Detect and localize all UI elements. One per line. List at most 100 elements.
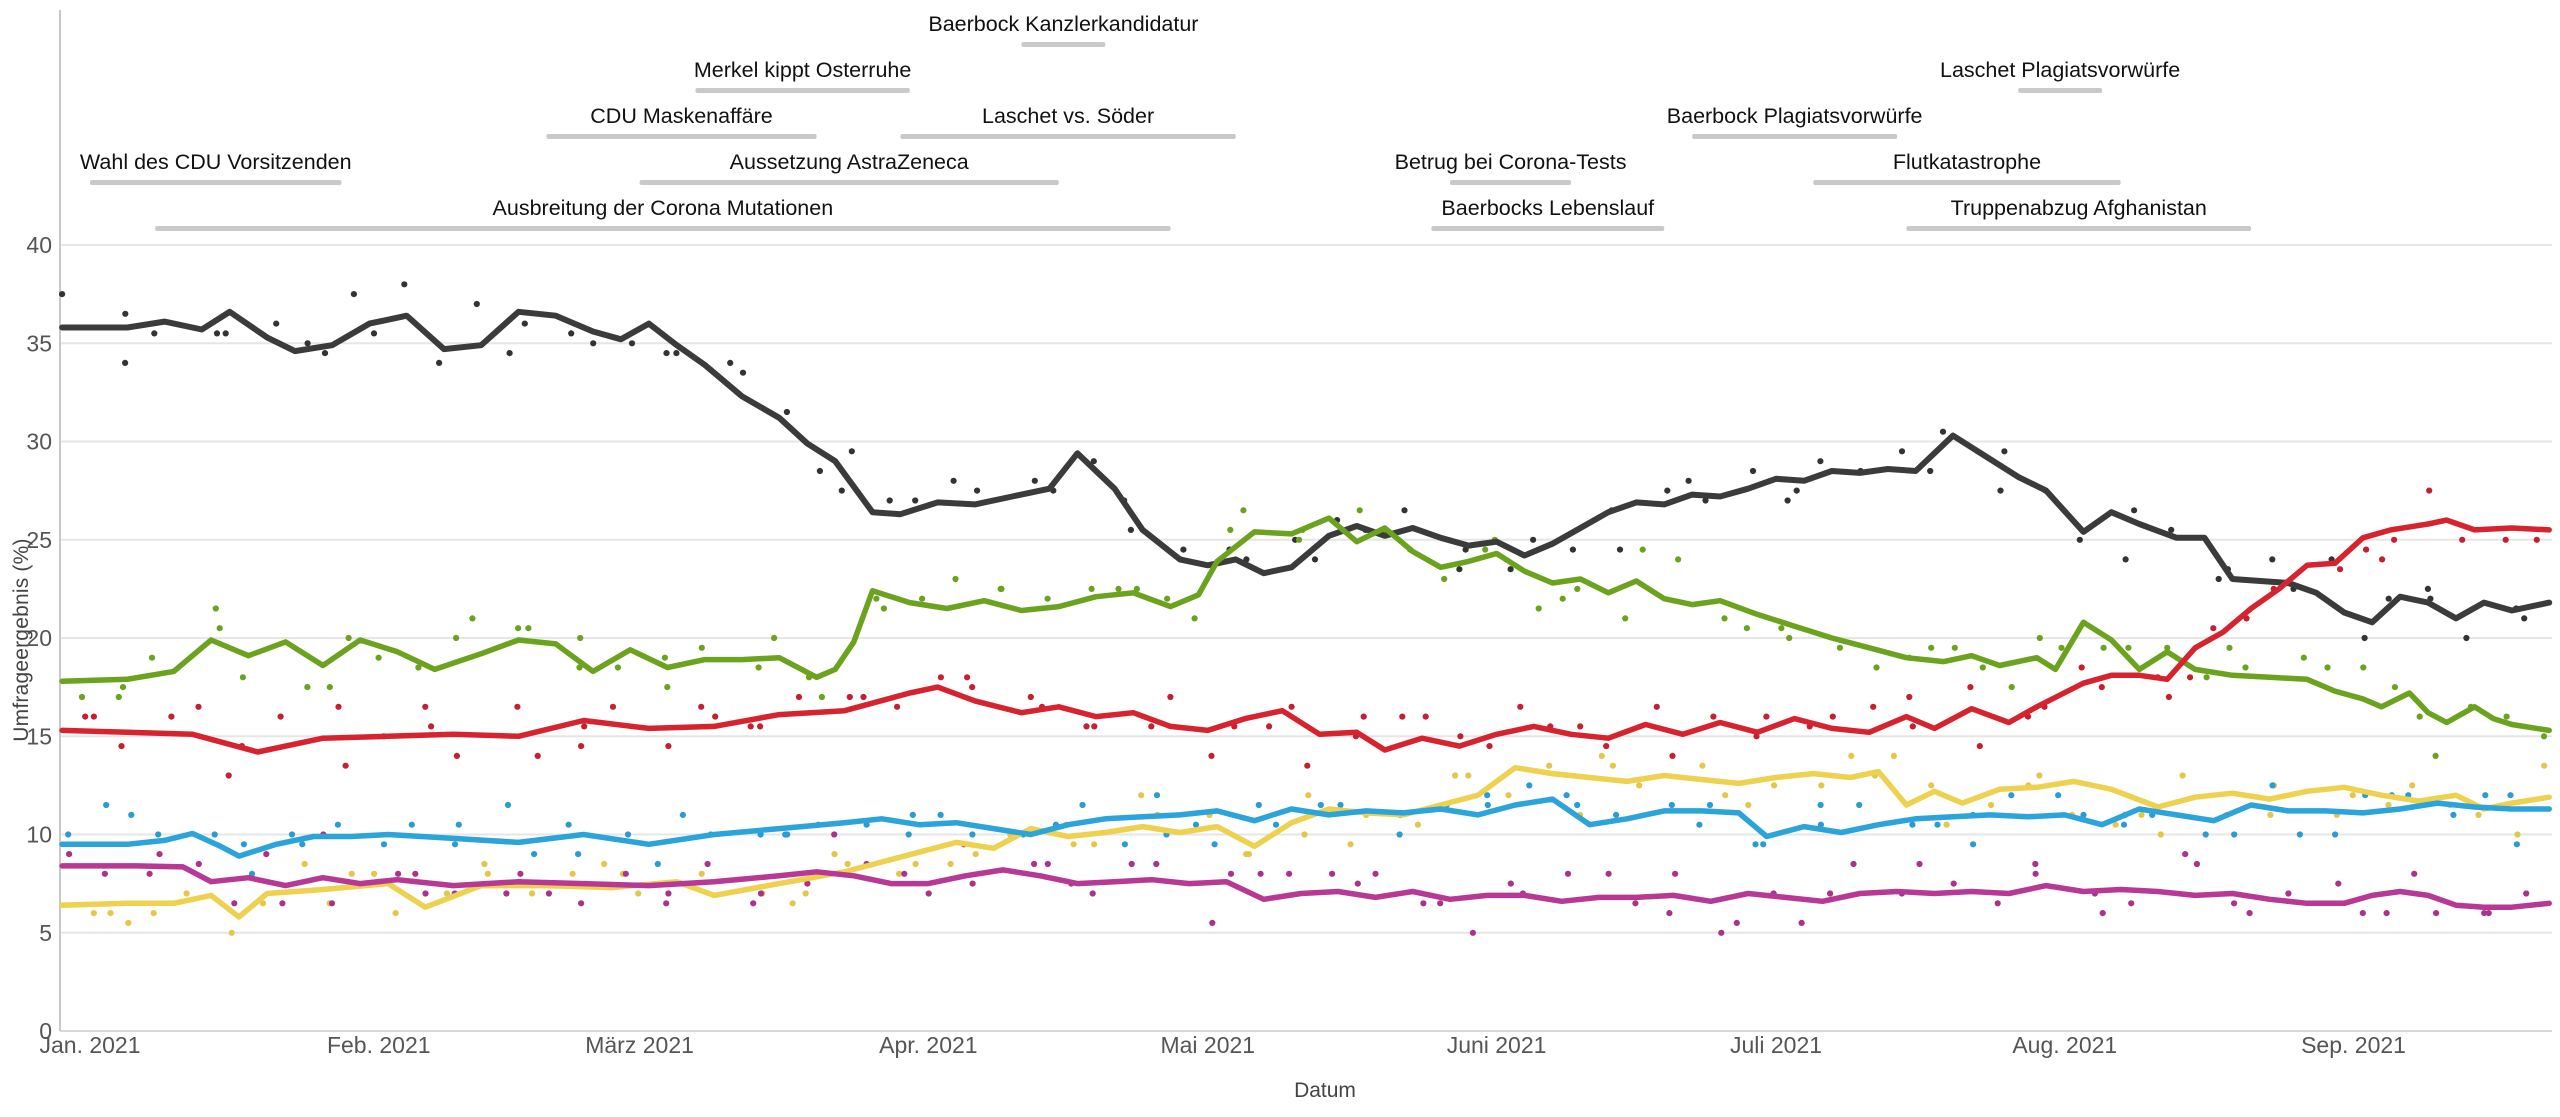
poll-dot [1786, 634, 1793, 642]
poll-dot [2231, 900, 2238, 907]
poll-dot [1530, 536, 1537, 543]
poll-dot [155, 831, 162, 838]
poll-dot [225, 772, 232, 779]
poll-dot [299, 841, 306, 848]
poll-dot [2036, 634, 2043, 642]
poll-dot [974, 487, 981, 494]
y-tick-label: 30 [26, 429, 52, 455]
poll-dot [2120, 821, 2128, 828]
poll-dot [370, 330, 378, 337]
poll-dot [912, 860, 919, 868]
y-tick-label: 15 [26, 723, 52, 749]
poll-dot [350, 291, 357, 298]
blue-line [59, 796, 2552, 859]
poll-dot [2128, 900, 2135, 907]
poll-dot [704, 860, 711, 868]
event-label: Laschet vs. Söder [982, 104, 1154, 128]
poll-dot [698, 703, 705, 710]
poll-dot [1484, 801, 1491, 809]
poll-dot [2481, 910, 2488, 917]
poll-dot [90, 910, 97, 917]
poll-dot [2416, 713, 2423, 720]
poll-dot [2001, 448, 2008, 455]
trend-lines [59, 308, 2553, 920]
poll-dot [156, 851, 163, 858]
poll-dot [146, 870, 153, 877]
poll-dot [1605, 870, 1612, 877]
poll-dot [107, 910, 114, 917]
poll-dot [1091, 841, 1098, 848]
poll-dot [506, 350, 513, 357]
poll-dot [2032, 860, 2039, 868]
poll-dot [665, 743, 672, 750]
poll-dot [901, 870, 908, 877]
event-annotation: Ausbreitung der Corona Mutationen [155, 196, 1171, 231]
poll-dot [380, 841, 388, 848]
poll-dot [1138, 792, 1145, 799]
poll-dot [2433, 910, 2440, 917]
poll-dot [103, 801, 110, 809]
poll-dot [1699, 762, 1706, 769]
poll-dot [1778, 625, 1785, 632]
poll-dot [2359, 910, 2366, 917]
poll-dot [1227, 526, 1234, 534]
poll-dot [614, 664, 622, 671]
poll-dot [428, 723, 435, 730]
poll-dot [2361, 634, 2368, 642]
poll-dot [846, 693, 853, 701]
poll-dot [1702, 497, 1709, 504]
poll-dot [2482, 792, 2489, 799]
poll-dot [2168, 526, 2175, 534]
poll-dot [831, 851, 838, 858]
poll-dot [66, 851, 73, 858]
poll-dot [1818, 782, 1825, 789]
poll-dot [1452, 772, 1459, 779]
poll-dot [1672, 870, 1679, 877]
poll-dot [90, 713, 97, 720]
poll-dot [2242, 664, 2249, 671]
poll-dot [2080, 811, 2087, 819]
poll-dot [1928, 782, 1935, 789]
poll-dot [2058, 644, 2065, 651]
poll-dot [1574, 801, 1581, 809]
poll-dot [517, 870, 524, 877]
poll-dot [503, 890, 510, 897]
event-annotation: Truppenabzug Afghanistan [1906, 196, 2252, 231]
poll-dot [1180, 546, 1187, 553]
poll-dot [119, 684, 127, 691]
poll-dot [222, 330, 229, 337]
poll-dot [2450, 811, 2457, 819]
gridlines: 0 5 10 15 20 25 30 35 40 [26, 232, 2552, 1044]
yellow-line-dots [90, 752, 2548, 936]
poll-dot [1211, 841, 1218, 848]
poll-dot [1817, 801, 1824, 809]
event-duration-bar [546, 134, 817, 139]
poll-dot [698, 870, 705, 877]
event-label: Ausbreitung der Corona Mutationen [493, 196, 834, 220]
poll-dot [1288, 703, 1295, 710]
poll-dot [528, 890, 536, 897]
poll-dot [1089, 890, 1096, 897]
poll-dot [905, 831, 912, 838]
poll-dot [1827, 890, 1834, 897]
poll-dot [937, 674, 945, 681]
poll-dot [844, 860, 851, 868]
poll-dot [1563, 792, 1570, 799]
poll-dot [575, 851, 582, 858]
poll-dot [578, 900, 585, 907]
poll-dot [1079, 801, 1086, 809]
x-tick-label: Juni 2021 [1447, 1032, 1547, 1058]
poll-dot [2285, 890, 2292, 897]
poll-dot [1613, 811, 1620, 819]
poll-dot [1632, 900, 1639, 907]
poll-dot [2541, 762, 2548, 769]
poll-dot [415, 664, 422, 671]
poll-dot [122, 310, 129, 317]
poll-dot [783, 408, 791, 416]
poll-dot [335, 703, 342, 710]
poll-dot [371, 870, 378, 877]
poll-dot [453, 752, 460, 760]
poll-dot [1153, 860, 1160, 868]
poll-dot [195, 860, 202, 868]
